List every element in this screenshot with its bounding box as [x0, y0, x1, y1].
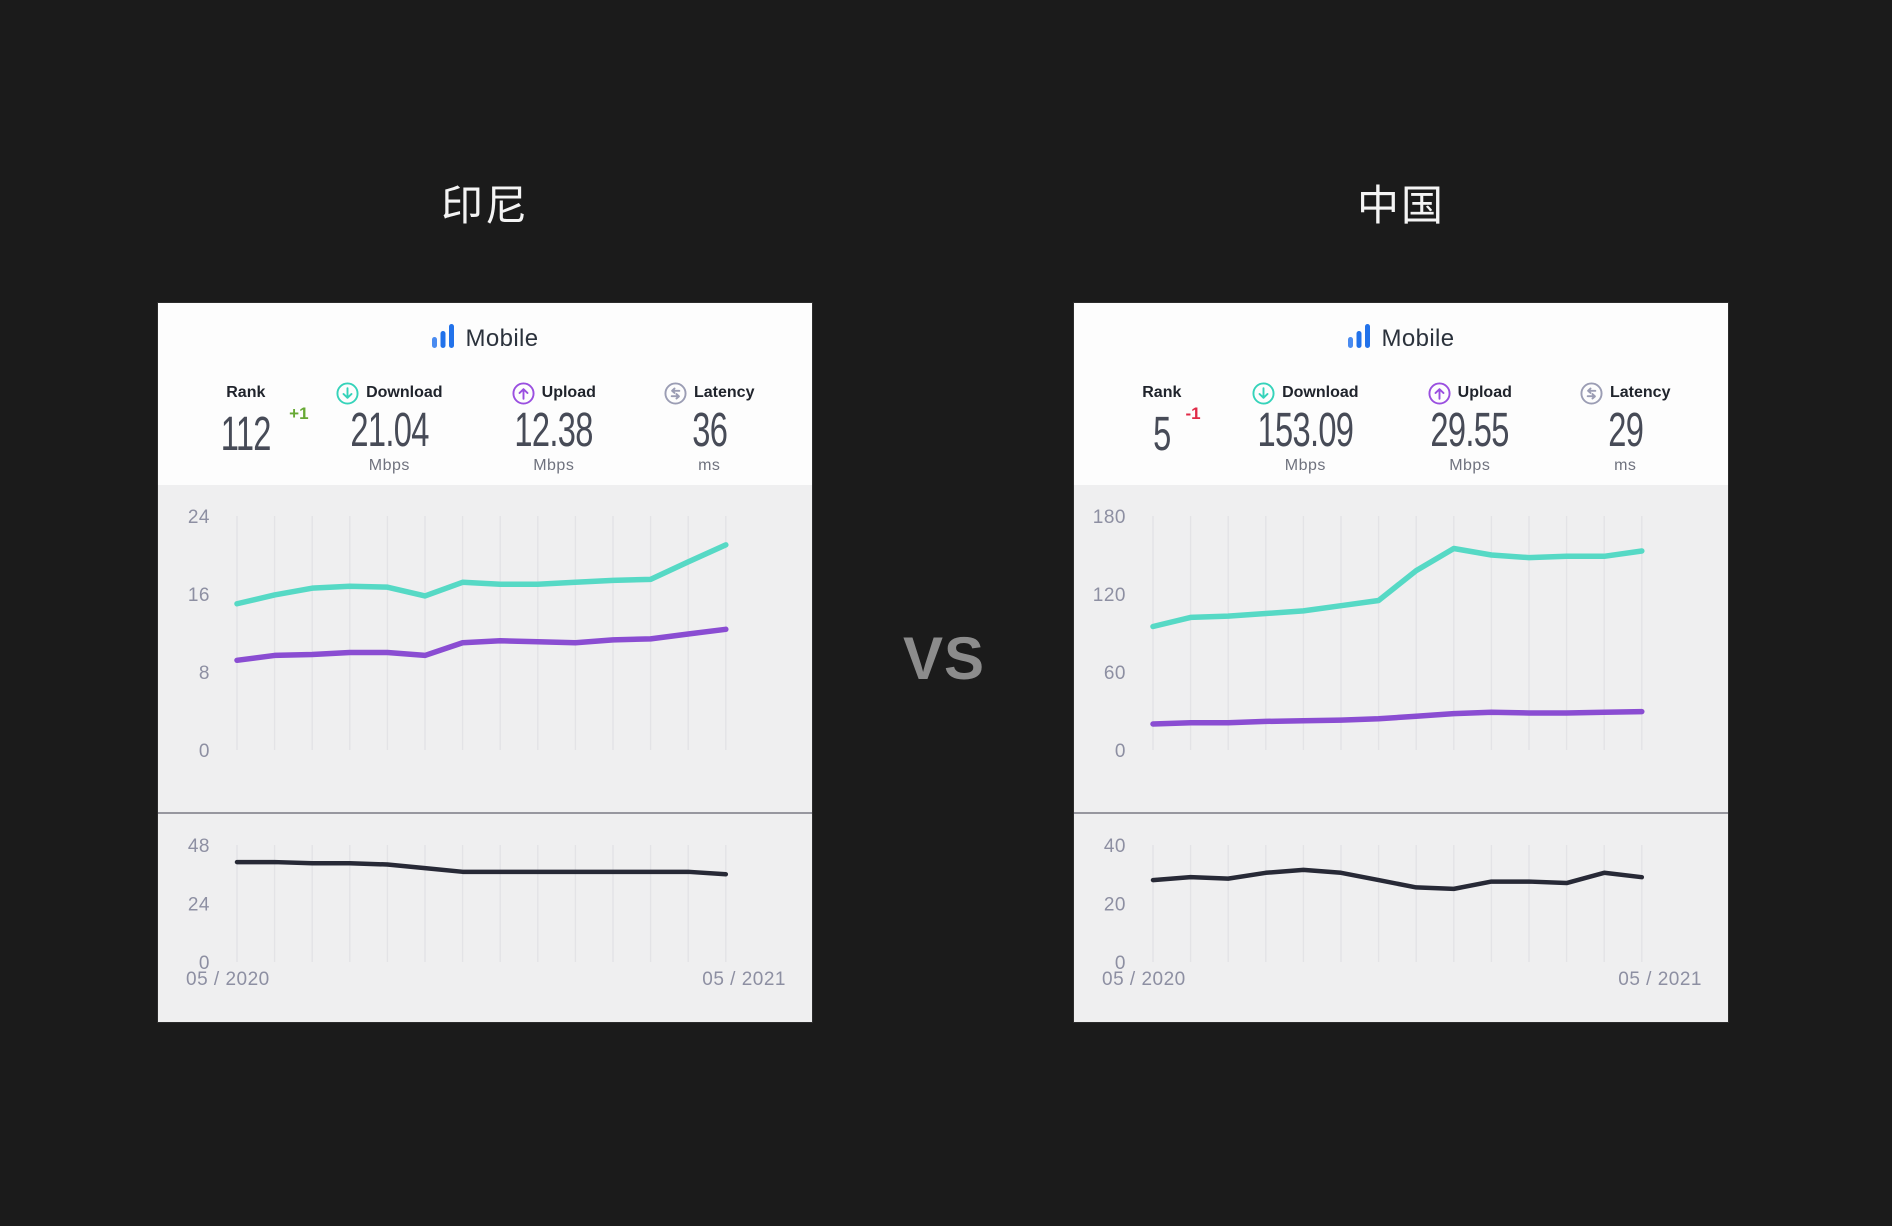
speedtest-card-china: Mobile Rank 5 -1: [1074, 303, 1728, 1022]
rank-label: Rank: [1142, 384, 1182, 401]
mobile-tab[interactable]: Mobile: [158, 303, 812, 354]
rank-delta-badge: -1: [1185, 404, 1201, 423]
chart-section: 0 60 120 180 0 20 40 05 / 2020 05 / 2021: [1074, 485, 1728, 1022]
upload-label: Upload: [541, 384, 596, 401]
x-axis-start-label: 05 / 2020: [186, 969, 270, 990]
svg-text:0: 0: [199, 741, 210, 762]
stat-rank: Rank 5 -1: [1102, 380, 1222, 475]
download-value: 153.09: [1257, 404, 1354, 457]
svg-text:0: 0: [1115, 741, 1126, 762]
svg-text:8: 8: [199, 663, 210, 684]
svg-text:0: 0: [1115, 953, 1126, 974]
download-unit: Mbps: [368, 457, 410, 475]
latency-circle-icon: [664, 381, 687, 405]
speed-line-chart: 0 8 16 24: [188, 507, 729, 762]
stats-row: Rank 112 +1 Download: [158, 380, 812, 475]
latency-value: 29: [1607, 404, 1644, 457]
country-title-right: 中国: [1356, 182, 1445, 229]
upload-circle-icon: [512, 381, 535, 405]
latency-value: 36: [691, 404, 728, 457]
stats-row: Rank 5 -1 Download: [1074, 380, 1728, 475]
svg-text:24: 24: [188, 895, 210, 916]
chart-divider: [1074, 812, 1728, 814]
x-axis-end-label: 05 / 2021: [1618, 969, 1702, 990]
svg-text:16: 16: [188, 585, 210, 606]
mobile-bars-icon: [1347, 323, 1372, 354]
download-label: Download: [1282, 384, 1359, 401]
stat-download: Download 21.04 Mbps: [306, 380, 473, 475]
country-title-left: 印尼: [440, 182, 529, 229]
svg-text:120: 120: [1093, 585, 1126, 606]
rank-value: 112: [220, 408, 272, 461]
vs-label: VS: [902, 625, 986, 692]
stat-upload: Upload 12.38 Mbps: [473, 380, 634, 475]
chart-section: 0 8 16 24 0 24 48 05 / 2020 05 / 2021: [158, 485, 812, 1022]
svg-text:20: 20: [1104, 895, 1126, 916]
latency-label: Latency: [694, 384, 755, 401]
latency-line-chart: 0 20 40: [1104, 836, 1645, 974]
stat-upload: Upload 29.55 Mbps: [1389, 380, 1550, 475]
rank-delta-badge: +1: [289, 404, 309, 423]
svg-text:180: 180: [1093, 507, 1126, 528]
download-value: 21.04: [350, 404, 429, 457]
svg-text:0: 0: [199, 953, 210, 974]
stat-download: Download 153.09 Mbps: [1222, 380, 1389, 475]
svg-text:24: 24: [188, 507, 210, 528]
upload-circle-icon: [1428, 381, 1451, 405]
stat-latency: Latency 36 ms: [634, 380, 784, 475]
svg-text:40: 40: [1104, 836, 1126, 857]
download-circle-icon: [1252, 381, 1275, 405]
latency-unit: ms: [1614, 457, 1637, 475]
latency-label: Latency: [1610, 384, 1671, 401]
x-axis-end-label: 05 / 2021: [702, 969, 786, 990]
upload-value: 12.38: [514, 404, 594, 457]
latency-circle-icon: [1580, 381, 1603, 405]
chart-divider: [158, 812, 812, 814]
rank-value: 5: [1153, 408, 1171, 461]
card-header: Mobile Rank 5 -1: [1074, 303, 1728, 485]
x-axis-start-label: 05 / 2020: [1102, 969, 1186, 990]
mobile-tab[interactable]: Mobile: [1074, 303, 1728, 354]
upload-value: 29.55: [1430, 404, 1510, 457]
mobile-label: Mobile: [1381, 324, 1455, 352]
upload-unit: Mbps: [1449, 457, 1491, 475]
download-unit: Mbps: [1284, 457, 1326, 475]
upload-unit: Mbps: [533, 457, 575, 475]
mobile-label: Mobile: [465, 324, 539, 352]
svg-text:48: 48: [188, 836, 210, 857]
download-label: Download: [366, 384, 443, 401]
svg-text:60: 60: [1104, 663, 1126, 684]
speed-line-chart: 0 60 120 180: [1093, 507, 1645, 762]
download-circle-icon: [336, 381, 359, 405]
stat-latency: Latency 29 ms: [1550, 380, 1700, 475]
card-header: Mobile Rank 112 +1: [158, 303, 812, 485]
latency-line-chart: 0 24 48: [188, 836, 729, 974]
rank-label: Rank: [226, 384, 266, 401]
speedtest-card-indonesia: Mobile Rank 112 +1: [158, 303, 812, 1022]
latency-unit: ms: [698, 457, 721, 475]
upload-label: Upload: [1457, 384, 1512, 401]
stat-rank: Rank 112 +1: [186, 380, 309, 475]
mobile-bars-icon: [431, 323, 456, 354]
